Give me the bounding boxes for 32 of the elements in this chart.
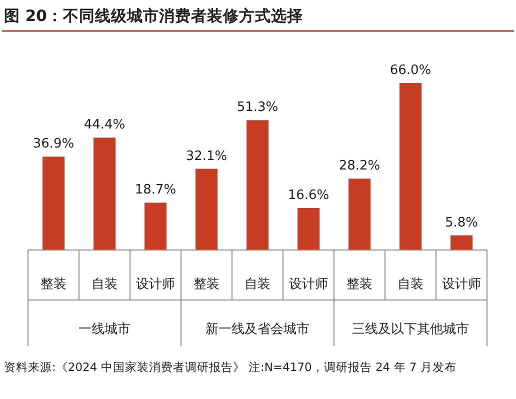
x-tick-label: 设计师 <box>136 277 175 292</box>
x-tick-label: 自装 <box>92 277 118 292</box>
bar <box>450 235 472 250</box>
data-label: 28.2% <box>338 158 380 174</box>
chart-title: 图 20：不同线级城市消费者装修方式选择 <box>4 6 303 25</box>
data-label: 16.6% <box>288 188 330 203</box>
text: 三线及以下其他城市 <box>352 322 469 337</box>
x-tick-label: 整装 <box>40 277 66 292</box>
data-label: 44.4% <box>84 118 126 133</box>
data-label: 66.0% <box>390 63 432 78</box>
data-label: 36.9% <box>32 136 74 152</box>
x-tick-label: 自装 <box>398 277 424 292</box>
bar <box>144 202 166 250</box>
bar <box>42 156 64 250</box>
bar <box>246 120 268 250</box>
bar <box>196 168 218 250</box>
text: 资料来源:《2024 中国家装消费者调研报告》 注:N=4170，调研报告 24 年 7 月发布 <box>4 360 456 374</box>
bar <box>94 138 116 250</box>
bar <box>298 208 320 250</box>
bar <box>348 178 370 250</box>
bar <box>400 83 422 250</box>
x-tick-label: 设计师 <box>442 277 481 292</box>
x-tick-label: 自装 <box>244 277 270 292</box>
data-label: 18.7% <box>134 182 176 198</box>
x-tick-label: 设计师 <box>289 277 328 292</box>
x-tick-label: 整装 <box>194 277 220 292</box>
data-label: 5.8% <box>444 215 478 230</box>
data-label: 51.3% <box>236 100 278 116</box>
data-label: 32.1% <box>186 148 228 164</box>
text: 新一线及省会城市 <box>206 322 310 337</box>
x-tick-label: 整装 <box>346 277 372 292</box>
text: 一线城市 <box>78 322 130 337</box>
